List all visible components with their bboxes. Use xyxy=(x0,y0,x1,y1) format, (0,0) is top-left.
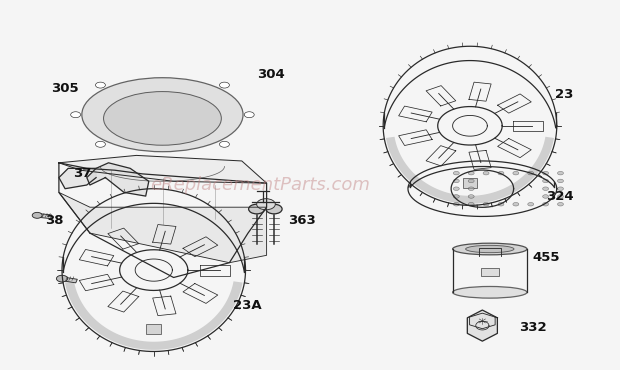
Circle shape xyxy=(468,171,474,175)
Ellipse shape xyxy=(82,78,243,152)
Text: eReplacementParts.com: eReplacementParts.com xyxy=(151,176,370,194)
Text: 304: 304 xyxy=(257,67,285,81)
Text: 305: 305 xyxy=(51,82,79,95)
Circle shape xyxy=(32,212,42,218)
Circle shape xyxy=(528,202,534,206)
Polygon shape xyxy=(65,281,242,350)
Circle shape xyxy=(483,202,489,206)
Circle shape xyxy=(257,199,275,210)
Polygon shape xyxy=(87,163,149,196)
Text: 455: 455 xyxy=(532,250,559,264)
Circle shape xyxy=(71,112,81,118)
Circle shape xyxy=(56,275,68,282)
Bar xyxy=(480,268,499,276)
Ellipse shape xyxy=(453,243,527,255)
Circle shape xyxy=(557,171,564,175)
Bar xyxy=(37,213,51,219)
Circle shape xyxy=(513,171,519,175)
Ellipse shape xyxy=(104,92,221,145)
Polygon shape xyxy=(59,168,96,189)
Circle shape xyxy=(498,202,504,206)
Circle shape xyxy=(453,202,459,206)
Circle shape xyxy=(513,202,519,206)
Bar xyxy=(463,178,477,188)
Circle shape xyxy=(528,171,534,175)
Circle shape xyxy=(542,187,549,191)
Circle shape xyxy=(266,204,282,214)
Text: 363: 363 xyxy=(288,213,316,227)
Polygon shape xyxy=(467,310,497,341)
Circle shape xyxy=(95,141,105,147)
Text: 332: 332 xyxy=(520,321,547,334)
Text: 324: 324 xyxy=(546,189,574,203)
Circle shape xyxy=(468,179,474,183)
Circle shape xyxy=(453,171,459,175)
Ellipse shape xyxy=(466,245,514,253)
Circle shape xyxy=(542,171,549,175)
Circle shape xyxy=(542,202,549,206)
Bar xyxy=(146,324,161,334)
Circle shape xyxy=(453,187,459,191)
Circle shape xyxy=(498,171,504,175)
Circle shape xyxy=(468,195,474,198)
Circle shape xyxy=(557,202,564,206)
Circle shape xyxy=(219,141,229,147)
Polygon shape xyxy=(59,192,267,263)
Circle shape xyxy=(219,82,229,88)
Circle shape xyxy=(468,202,474,206)
Circle shape xyxy=(542,195,549,198)
Circle shape xyxy=(453,179,459,183)
Text: 37: 37 xyxy=(73,167,92,181)
Text: 38: 38 xyxy=(45,213,64,227)
Circle shape xyxy=(557,179,564,183)
Bar xyxy=(61,277,78,283)
Text: 23: 23 xyxy=(555,88,574,101)
Circle shape xyxy=(468,187,474,191)
Circle shape xyxy=(542,179,549,183)
Polygon shape xyxy=(386,137,554,204)
Polygon shape xyxy=(59,155,267,183)
Circle shape xyxy=(244,112,254,118)
Circle shape xyxy=(557,187,564,191)
Ellipse shape xyxy=(453,286,527,298)
Circle shape xyxy=(557,195,564,198)
Circle shape xyxy=(453,195,459,198)
Circle shape xyxy=(483,171,489,175)
Text: 23A: 23A xyxy=(232,299,261,312)
Circle shape xyxy=(249,204,265,214)
Circle shape xyxy=(95,82,105,88)
